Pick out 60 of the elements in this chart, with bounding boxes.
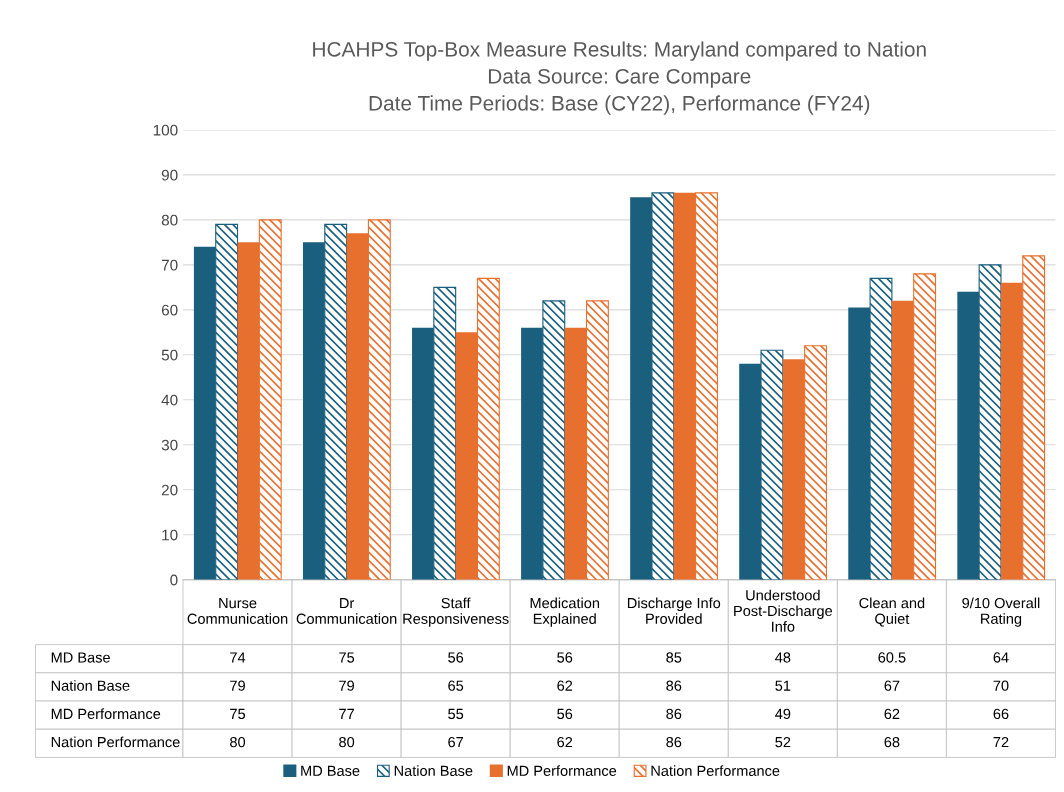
data-label: 56 [448, 652, 464, 663]
y-tick-label: 90 [161, 169, 178, 181]
data-label: 64 [993, 652, 1009, 663]
data-label: 67 [884, 680, 900, 691]
data-label: 56 [557, 708, 573, 720]
text: Nation Base [51, 680, 130, 691]
x-tick-label: Understood Post-Discharge Info [734, 589, 833, 632]
legend-label: MD Base [301, 765, 360, 776]
data-label: 86 [666, 708, 682, 720]
data-label: 62 [557, 680, 573, 691]
data-label: 56 [557, 652, 573, 663]
data-label: 60.5 [878, 652, 906, 663]
data-label: 62 [884, 708, 900, 720]
data-label: 55 [448, 708, 464, 720]
y-tick-label: 50 [161, 349, 178, 361]
text: MD Base [51, 652, 110, 663]
y-tick-label: 70 [161, 259, 178, 271]
data-label: 80 [339, 736, 355, 748]
data-label: 86 [666, 736, 682, 748]
data-label: 85 [666, 652, 682, 663]
data-label: 86 [666, 680, 682, 691]
data-label: 80 [230, 736, 246, 748]
data-label: 75 [339, 652, 355, 663]
y-tick-label: 0 [170, 574, 178, 586]
text: MD Performance [51, 708, 161, 720]
data-label: 52 [775, 736, 791, 748]
data-label: 62 [557, 736, 573, 748]
data-label: 72 [993, 736, 1009, 748]
text: Nation Performance [51, 736, 180, 748]
data-label: 48 [775, 652, 791, 663]
x-tick-label: Clean and Quiet [859, 597, 925, 627]
data-label: 74 [230, 652, 246, 663]
y-tick-label: 10 [162, 529, 178, 541]
y-tick-label: 40 [161, 394, 178, 406]
data-label: 77 [339, 708, 354, 719]
y-tick-label: 100 [153, 124, 178, 136]
data-label: 67 [448, 736, 464, 748]
chart-title: HCAHPS Top-Box Measure Results: Maryland compared to Nation Data Source: Care Compare Date Time Periods: Base (CY22), Performance (FY24) [313, 41, 926, 115]
y-tick-label: 80 [161, 214, 178, 226]
y-tick-label: 30 [161, 439, 178, 451]
data-label: 51 [775, 680, 791, 691]
data-label: 66 [993, 708, 1009, 720]
data-label: 65 [448, 680, 464, 691]
legend-label: Nation Base [394, 765, 473, 776]
data-label: 79 [339, 680, 355, 691]
x-tick-label: Nurse Communication [187, 598, 288, 624]
x-tick-label: 9/10 Overall Rating [962, 597, 1040, 627]
legend-label: MD Performance [507, 765, 617, 776]
x-tick-label: Dr Communication [296, 598, 397, 624]
data-label: 79 [230, 680, 245, 691]
data-label: 68 [884, 736, 900, 748]
legend-label: Nation Performance [651, 765, 780, 776]
data-label: 70 [993, 680, 1009, 691]
data-label: 49 [775, 708, 791, 720]
x-tick-label: Discharge Info Provided [627, 597, 721, 624]
data-label: 75 [230, 708, 246, 720]
x-tick-label: Staff Responsiveness [403, 597, 509, 627]
x-tick-label: Medication Explained [530, 597, 600, 627]
y-tick-label: 20 [161, 484, 178, 496]
y-tick-label: 60 [161, 304, 178, 316]
